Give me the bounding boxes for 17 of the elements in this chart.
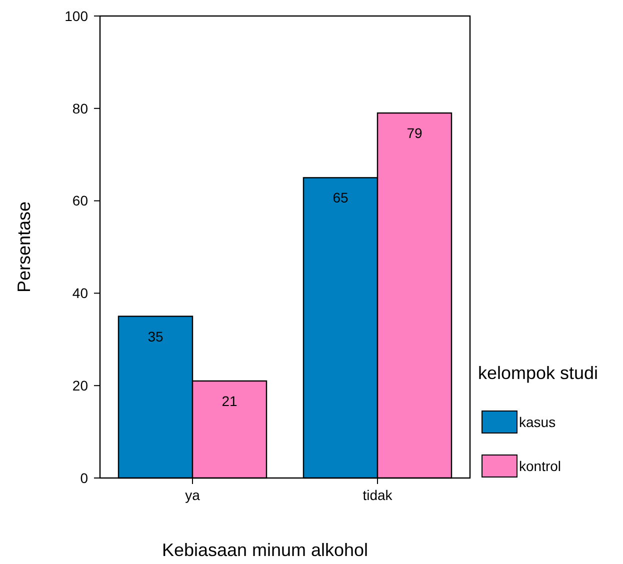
legend-title: kelompok studi xyxy=(478,363,598,383)
y-tick-label: 20 xyxy=(72,378,88,394)
data-label: 79 xyxy=(406,125,422,142)
y-axis-title: Persentase xyxy=(14,201,34,293)
data-label: 35 xyxy=(148,328,164,344)
x-axis-title: Kebiasaan minum alkohol xyxy=(162,540,368,560)
x-tick-label: ya xyxy=(185,487,200,503)
data-label: 65 xyxy=(332,190,348,206)
y-tick-label: 100 xyxy=(64,8,88,24)
y-tick-label: 0 xyxy=(80,470,88,486)
data-label: 21 xyxy=(222,392,238,409)
y-tick-label: 80 xyxy=(72,100,88,116)
legend-label: kasus xyxy=(519,414,556,430)
y-tick-label: 60 xyxy=(72,192,88,209)
legend-label: kontrol xyxy=(519,458,562,474)
y-tick-label: 40 xyxy=(72,285,88,302)
x-tick-label: tidak xyxy=(362,487,394,503)
